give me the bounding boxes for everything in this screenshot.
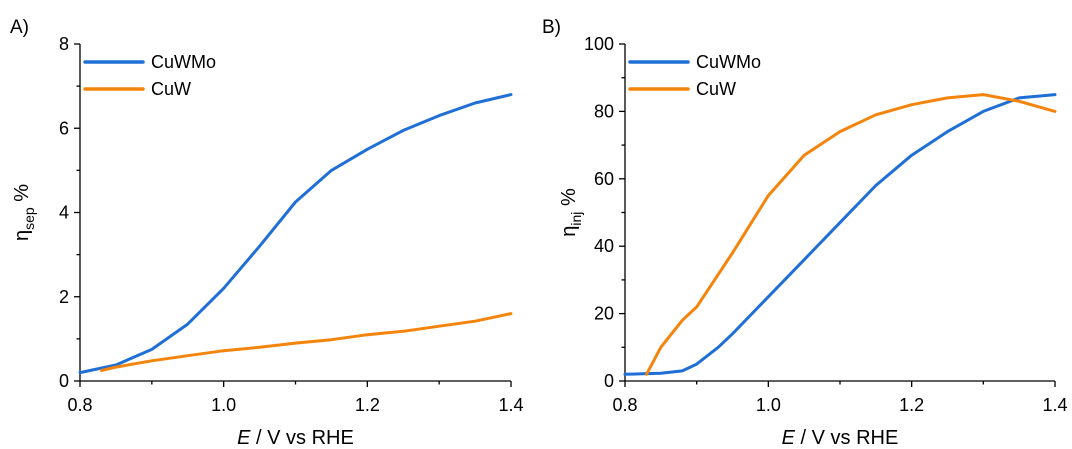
x-axis-label-symbol: E (782, 427, 796, 449)
x-tick-label: 1.2 (355, 395, 380, 415)
legend-label-cuw: CuW (696, 79, 736, 99)
chart-panel-b: B) 0.8 1.0 1.2 1.4 0 20 40 60 80 100 E / V vs RHE ηi… (542, 17, 1068, 449)
x-tick-label: 1.0 (756, 395, 781, 415)
legend-label-cuw: CuW (151, 79, 191, 99)
y-tick-label: 60 (594, 169, 614, 189)
x-axis-label-text: / V vs RHE (795, 427, 898, 449)
y-axis-label-unit: % (11, 184, 33, 208)
y-tick-label: 100 (584, 34, 614, 54)
series-line-cuw (645, 93, 1057, 376)
x-tick-label: 1.0 (211, 395, 236, 415)
y-tick-label: 0 (59, 371, 69, 391)
x-tick-label: 0.8 (612, 395, 637, 415)
y-tick-label: 20 (594, 304, 614, 324)
series-line-cuwmo (623, 93, 1057, 376)
legend-label-cuwmo: CuWMo (696, 52, 761, 72)
series-line-cuwmo (78, 93, 513, 375)
chart-panel-a: A) 0.8 1.0 1.2 1.4 0 2 4 6 8 E / V vs RHE ηsep % CuW… (10, 17, 524, 449)
y-tick-label: 2 (59, 287, 69, 307)
y-tick-label: 80 (594, 101, 614, 121)
y-axis-label-subscript: inj (568, 212, 584, 226)
y-tick-label: 6 (59, 118, 69, 138)
y-tick-label: 40 (594, 236, 614, 256)
x-tick-label: 1.4 (498, 395, 523, 415)
x-axis-label-text: / V vs RHE (250, 427, 353, 449)
x-tick-label: 1.4 (1042, 395, 1067, 415)
x-tick-label: 1.2 (899, 395, 924, 415)
y-axis-label-symbol: η (558, 226, 580, 237)
y-axis-label-unit: % (558, 188, 580, 212)
series-line-cuw (100, 312, 513, 372)
x-axis-label-symbol: E (237, 427, 251, 449)
y-tick-label: 8 (59, 34, 69, 54)
panel-label: B) (542, 17, 561, 38)
y-axis-label: ηsep % (11, 184, 37, 241)
x-axis-label: E / V vs RHE (782, 427, 899, 449)
legend-label-cuwmo: CuWMo (151, 52, 216, 72)
y-axis-label-subscript: sep (21, 207, 37, 230)
y-axis-label-symbol: η (11, 230, 33, 241)
x-tick-label: 0.8 (67, 395, 92, 415)
panel-label: A) (10, 17, 29, 38)
x-axis-label: E / V vs RHE (237, 427, 354, 449)
y-tick-label: 4 (59, 203, 69, 223)
y-tick-label: 0 (604, 371, 614, 391)
y-axis-label: ηinj % (558, 188, 584, 237)
